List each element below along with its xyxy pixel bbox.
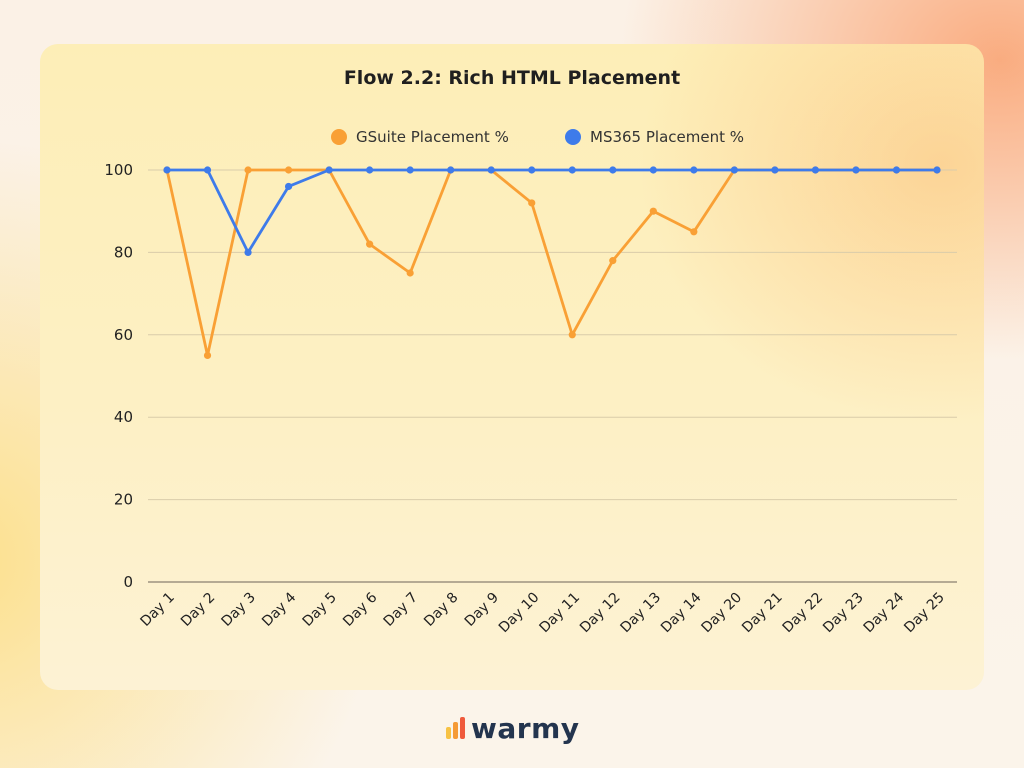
y-tick-label: 40	[114, 408, 133, 426]
data-point	[528, 199, 536, 207]
x-tick-label: Day 6	[340, 589, 380, 629]
y-axis: 0 20 40 60 80 100	[104, 161, 133, 591]
x-tick-label: Day 13	[618, 590, 665, 637]
series-0	[163, 166, 941, 359]
y-tick-label: 80	[114, 243, 133, 261]
chart-title: Flow 2.2: Rich HTML Placement	[344, 67, 680, 89]
data-point	[487, 166, 495, 174]
data-point	[366, 240, 374, 248]
series-group	[163, 166, 941, 359]
x-tick-label: Day 24	[861, 589, 908, 636]
data-point	[325, 166, 333, 174]
data-point	[811, 166, 820, 174]
x-tick-label: Day 1	[138, 590, 178, 630]
data-point	[933, 166, 941, 174]
x-tick-label: Day 8	[421, 590, 461, 630]
data-point	[203, 166, 212, 174]
x-tick-label: Day 3	[219, 590, 259, 630]
data-point	[771, 166, 779, 174]
data-point	[568, 331, 576, 339]
data-point	[244, 166, 252, 174]
y-tick-label: 60	[114, 326, 133, 344]
x-tick-label: Day 23	[820, 590, 867, 637]
data-point	[203, 351, 212, 359]
x-tick-label: Day 21	[739, 590, 786, 637]
x-tick-label: Day 14	[658, 589, 705, 636]
data-point	[284, 182, 293, 191]
warmy-logo: warmy	[446, 708, 580, 748]
legend-swatch	[565, 129, 581, 145]
data-point	[568, 166, 576, 174]
data-point	[366, 166, 374, 174]
data-point	[649, 207, 657, 215]
series-line	[165, 168, 939, 254]
series-1	[163, 166, 941, 256]
chart-card: Flow 2.2: Rich HTML Placement GSuite Pla…	[40, 44, 984, 690]
logo-bar	[460, 717, 465, 739]
data-point	[730, 166, 738, 174]
x-tick-label: Day 25	[901, 590, 948, 637]
legend-label: MS365 Placement %	[590, 128, 744, 146]
y-tick-label: 20	[114, 491, 133, 509]
x-axis: Day 1 Day 2 Day 3 Day 4 Day 5 Day 6 Day 7 Day 8…	[138, 589, 948, 636]
data-point	[406, 166, 414, 174]
x-tick-label: Day 10	[496, 590, 543, 637]
line-chart: Flow 2.2: Rich HTML Placement GSuite Pla…	[104, 67, 957, 636]
logo-bar	[446, 727, 451, 739]
x-tick-label: Day 20	[699, 590, 746, 637]
x-tick-label: Day 11	[536, 590, 583, 637]
logo-wordmark: warmy	[471, 711, 580, 745]
chart-legend: GSuite Placement % MS365 Placement %	[331, 128, 744, 146]
y-tick-label: 0	[123, 573, 133, 591]
data-point	[447, 166, 455, 174]
logo-bar	[453, 722, 458, 739]
legend-swatch	[331, 129, 347, 145]
x-tick-label: Day 4	[259, 589, 299, 629]
x-tick-label: Day 12	[577, 590, 624, 637]
data-point	[609, 257, 617, 265]
data-point	[528, 166, 536, 174]
grid-lines	[148, 169, 957, 583]
data-point	[852, 166, 860, 174]
data-point	[163, 166, 171, 174]
data-point	[649, 166, 657, 174]
data-point	[690, 166, 698, 174]
data-point	[892, 166, 901, 174]
warmy-logo-icon	[446, 717, 465, 739]
x-tick-label: Day 7	[381, 590, 421, 630]
x-tick-label: Day 5	[300, 590, 340, 630]
data-point	[284, 166, 293, 174]
legend-label: GSuite Placement %	[356, 128, 509, 146]
x-tick-label: Day 22	[780, 590, 827, 637]
data-point	[609, 166, 617, 174]
data-point	[406, 269, 414, 277]
data-point	[690, 228, 698, 236]
data-point	[244, 248, 252, 256]
x-tick-label: Day 2	[178, 590, 218, 630]
y-tick-label: 100	[104, 161, 133, 179]
